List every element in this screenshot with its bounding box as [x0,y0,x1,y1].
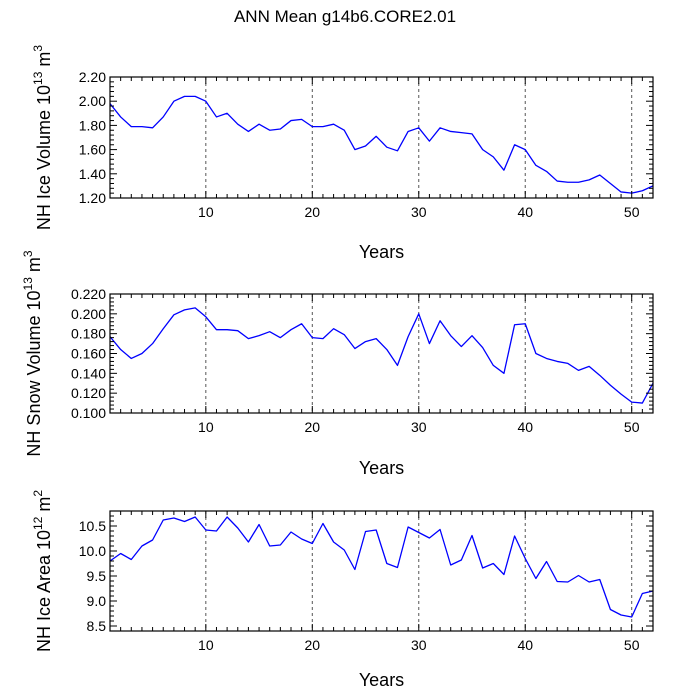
y-tick-label: 0.120 [71,385,106,401]
chart-panel-2: 10 20 30 40 50 0.100 0.120 0.140 0.160 0.180 0.200… [21,250,654,478]
y-axis-title: NH Snow Volume 1013 m3 [21,250,44,456]
y-tick-label: 0.100 [71,405,106,421]
y-axis-title-exponent: 13 [31,71,45,85]
y-tick-label: 2.20 [79,69,106,85]
plot-frame [109,293,654,414]
x-tick-label: 50 [624,419,640,435]
y-tick-label: 10.0 [79,543,106,559]
y-tick-label: 0.180 [71,326,106,342]
x-tick-label: 10 [198,419,214,435]
x-tick-label: 50 [624,637,640,653]
y-axis-title-unit: m [34,497,54,512]
x-tick-label: 50 [624,204,640,220]
x-tick-label: 20 [305,419,321,435]
plot-frame [109,510,654,632]
x-axis-title: Years [359,670,404,690]
series-line [109,95,654,194]
x-tick-label: 10 [198,204,214,220]
x-tick-label: 10 [198,637,214,653]
y-tick-label: 0.200 [71,306,106,322]
y-tick-label: 1.60 [79,142,106,158]
chart-panel-3: 10 20 30 40 50 8.5 9.0 9.5 10.0 10.5 Years NH Ice A… [31,490,654,690]
y-axis-title: NH Ice Volume 1013 m3 [31,45,54,230]
x-axis-title: Years [359,458,404,478]
y-tick-label: 2.00 [79,93,106,109]
y-tick-label: 0.220 [71,286,106,302]
x-tick-label: 30 [411,204,427,220]
y-axis-title-text: NH Ice Area 10 [34,530,54,652]
y-axis-title-exponent: 12 [31,516,45,530]
y-axis-title-text: NH Ice Volume 10 [34,85,54,230]
y-axis-title-unit: m [24,257,44,272]
y-axis-title: NH Ice Area 1012 m2 [31,490,54,652]
x-tick-label: 20 [305,204,321,220]
y-axis-title-unit: m [34,52,54,67]
x-axis-title: Years [359,242,404,262]
y-tick-label: 1.40 [79,166,106,182]
y-tick-label: 9.5 [87,568,107,584]
y-tick-label: 10.5 [79,518,106,534]
y-axis-title-unit-exponent: 3 [21,250,35,257]
y-axis-title-unit-exponent: 2 [31,490,45,497]
series-line [109,516,654,618]
x-tick-label: 30 [411,637,427,653]
y-tick-label: 0.160 [71,346,106,362]
y-tick-label: 1.20 [79,190,106,206]
plot-frame [109,76,654,199]
y-tick-label: 0.140 [71,365,106,381]
x-tick-label: 20 [305,637,321,653]
y-axis-title-unit-exponent: 3 [31,45,45,52]
x-tick-label: 40 [517,419,533,435]
x-tick-label: 40 [517,204,533,220]
series-line [109,307,654,404]
y-axis-title-text: NH Snow Volume 10 [24,290,44,456]
y-tick-label: 1.80 [79,117,106,133]
chart-panel-1: 10 20 30 40 50 1.20 1.40 1.60 1.80 2.00 2.20 Years N… [31,45,654,262]
y-tick-label: 9.0 [87,593,107,609]
y-tick-label: 8.5 [87,618,107,634]
y-axis-title-exponent: 13 [21,277,35,291]
chart-title: ANN Mean g14b6.CORE2.01 [233,7,457,26]
x-tick-label: 40 [517,637,533,653]
x-tick-label: 30 [411,419,427,435]
